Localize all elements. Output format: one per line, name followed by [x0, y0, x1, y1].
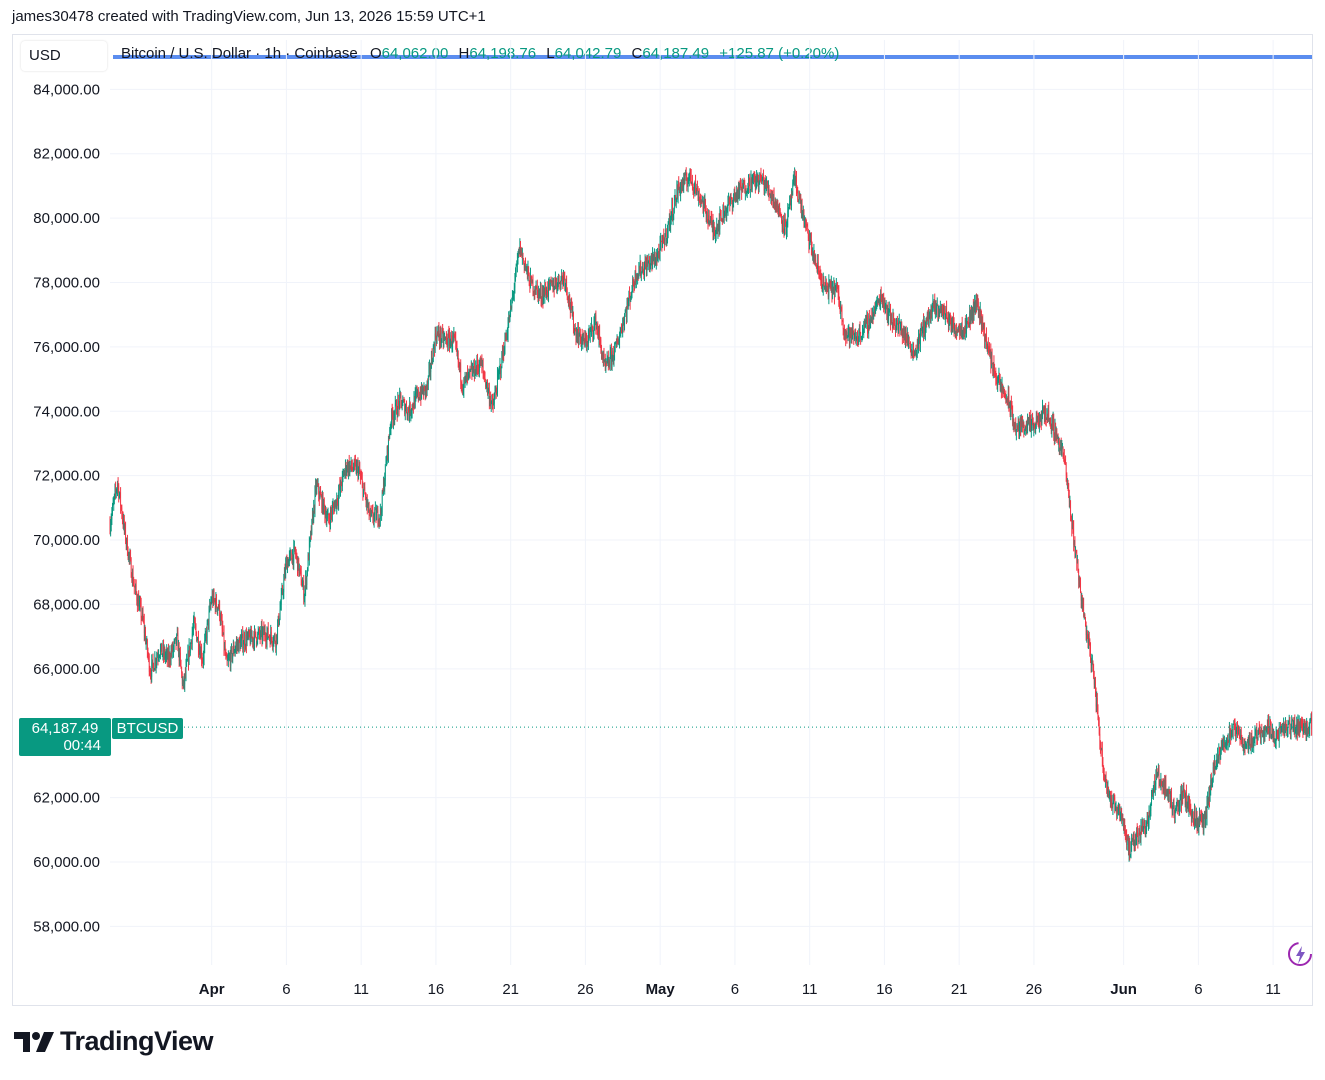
- symbol-title[interactable]: Bitcoin / U.S. Dollar · 1h · Coinbase: [121, 45, 358, 62]
- currency-selector[interactable]: USD: [21, 41, 107, 71]
- alert-line[interactable]: [113, 55, 1312, 59]
- low-label: L: [546, 45, 555, 62]
- currency-label: USD: [29, 47, 61, 64]
- open-value: 64,062.00: [381, 45, 449, 62]
- last-price-value: 64,187.49: [31, 720, 99, 737]
- last-price-countdown: 00:44: [63, 737, 101, 754]
- last-price-badge: 64,187.49 00:44: [19, 718, 111, 756]
- brand-name: TradingView: [60, 1026, 214, 1056]
- chart-credit: james30478 created with TradingView.com,…: [12, 8, 486, 25]
- close-value: 64,187.49: [642, 45, 710, 62]
- chart-frame[interactable]: USD Bitcoin / U.S. Dollar · 1h · Coinbas…: [12, 34, 1313, 1006]
- ticker-badge: BTCUSD: [112, 718, 183, 739]
- high-value: 64,198.76: [469, 45, 537, 62]
- close-label: C: [631, 45, 643, 62]
- ohlc-legend: Bitcoin / U.S. Dollar · 1h · Coinbase O6…: [121, 45, 839, 62]
- open-label: O: [369, 45, 382, 62]
- change-value: +125.87 (+0.20%): [719, 45, 840, 62]
- ticker-label: BTCUSD: [116, 720, 179, 737]
- high-label: H: [458, 45, 470, 62]
- tradingview-logo-icon: [14, 1031, 54, 1052]
- low-value: 64,042.79: [554, 45, 622, 62]
- tradingview-logo[interactable]: TradingView: [14, 1026, 214, 1057]
